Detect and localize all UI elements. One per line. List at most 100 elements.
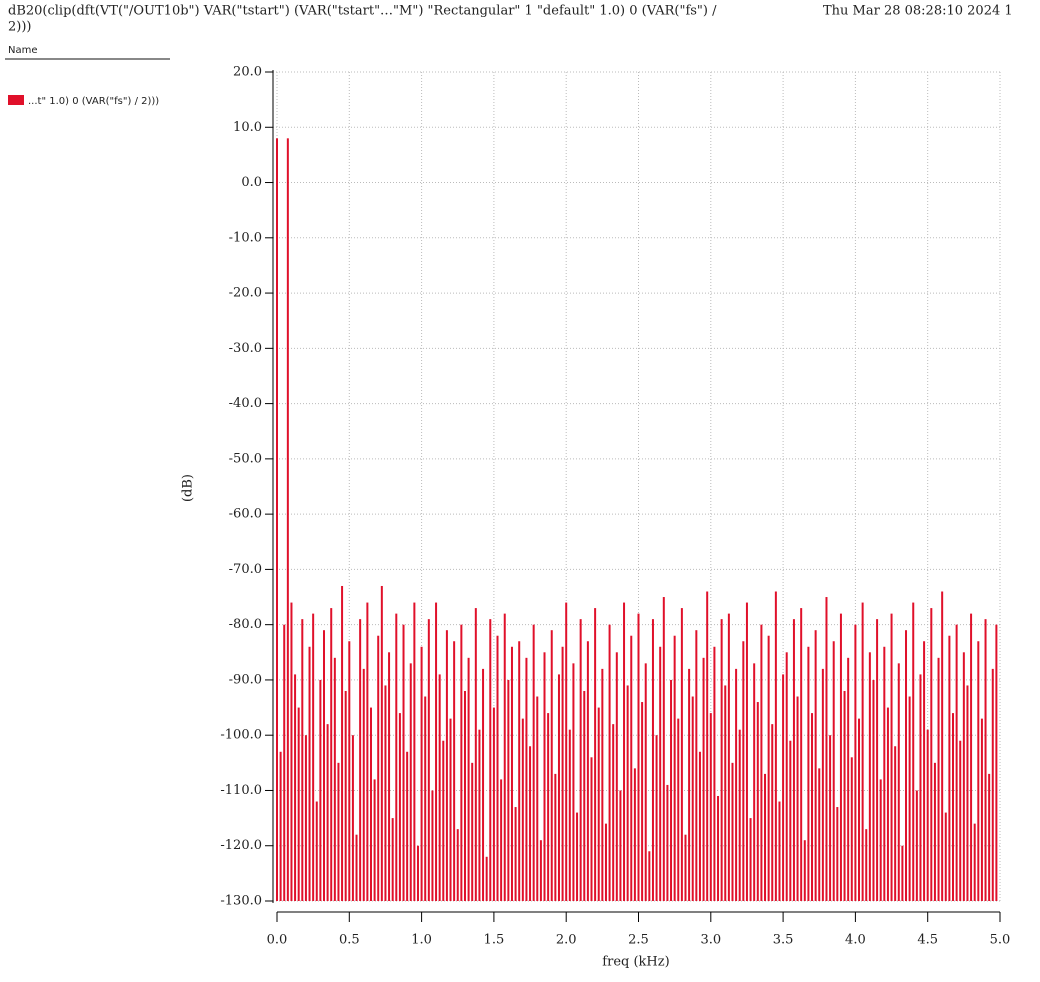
bar [836,807,839,901]
bar [561,646,564,901]
timestamp: Thu Mar 28 08:28:10 2024 1 [823,4,1013,19]
bar [883,646,886,901]
bar [529,746,532,901]
bar [543,652,546,901]
bar [926,729,929,901]
bar [767,635,770,901]
y-tick-label: -40.0 [229,396,262,411]
bar [568,729,571,901]
bar [727,613,730,901]
bar [753,663,756,901]
y-axis-label: (dB) [181,474,196,502]
bar [742,641,745,901]
bar [937,657,940,901]
bar [709,713,712,901]
bar [847,657,850,901]
bar [930,608,933,901]
bar [362,668,365,901]
y-tick-label: -70.0 [229,562,262,577]
bar [391,818,394,901]
bar [608,624,611,901]
bar [865,829,868,901]
bar [651,619,654,901]
bar [941,591,944,901]
bar [626,685,629,901]
y-tick-label: -50.0 [229,451,262,466]
bar [854,624,857,901]
y-tick-label: -120.0 [220,838,262,853]
bar [655,735,658,901]
bar [764,773,767,901]
bar [720,619,723,901]
bar [713,646,716,901]
bar [995,624,998,901]
bar [409,663,412,901]
bar [897,663,900,901]
bar [612,724,615,901]
bar [778,801,781,901]
bar [445,630,448,901]
y-tick-label: -10.0 [229,230,262,245]
bar [789,740,792,901]
bar [326,724,329,901]
bar [492,707,495,901]
y-tick-label: -130.0 [220,894,262,909]
bar [380,585,383,901]
bar [514,807,517,901]
bar [420,646,423,901]
bar [431,790,434,901]
bar [315,801,318,901]
bar [355,834,358,901]
bar [688,668,691,901]
bar [384,685,387,901]
bar [684,834,687,901]
bar [572,663,575,901]
x-tick-label: 1.0 [411,933,432,948]
bar [977,641,980,901]
bar [980,718,983,901]
bar [796,696,799,901]
y-tick-label: -20.0 [229,286,262,301]
bar [991,668,994,901]
bar [623,602,626,901]
bar [460,624,463,901]
bar [550,630,553,901]
bar [442,740,445,901]
bar [756,702,759,901]
bar [500,779,503,901]
chart-title: dB20(clip(dft(VT("/OUT10b") VAR("tstart"… [8,4,717,19]
bar [905,630,908,901]
bar [803,840,806,901]
y-tick-label: 10.0 [233,120,262,135]
bar [948,635,951,901]
bar [463,690,466,901]
bar [308,646,311,901]
bar [879,779,882,901]
bar [503,613,506,901]
bar [290,602,293,901]
bar [691,696,694,901]
x-tick-label: 0.0 [267,933,288,948]
y-tick-label: -60.0 [229,507,262,522]
bar [735,668,738,901]
bar [908,696,911,901]
bar [825,597,828,901]
bar [662,597,665,901]
legend-label: ...t" 1.0) 0 (VAR("fs") / 2))) [28,96,159,107]
bar [970,613,973,901]
bar [677,718,680,901]
legend-header: Name [8,45,38,56]
bar [525,657,528,901]
bar [984,619,987,901]
x-tick-label: 2.5 [628,933,649,948]
x-tick-label: 5.0 [990,933,1011,948]
bar [583,690,586,901]
bar [717,795,720,901]
bar [467,657,470,901]
bar [666,784,669,901]
bar [890,613,893,901]
bar [297,707,300,901]
bar [695,630,698,901]
bar [333,657,336,901]
